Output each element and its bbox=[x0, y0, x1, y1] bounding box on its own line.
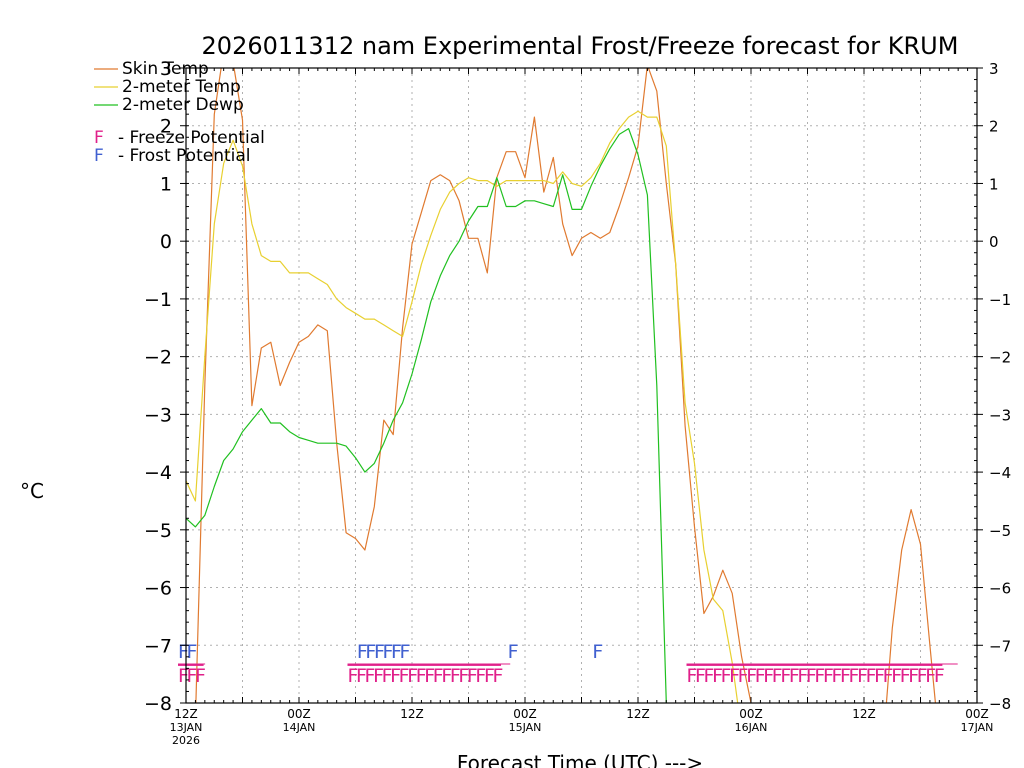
y-tick-label-right: −1 bbox=[989, 291, 1011, 309]
series-line-2-meter-dewp bbox=[186, 128, 667, 703]
grid bbox=[186, 68, 977, 703]
y-tick-label-left: 0 bbox=[160, 231, 172, 253]
y-tick-label-right: −4 bbox=[989, 464, 1011, 482]
x-tick-date: 16JAN bbox=[735, 721, 768, 734]
x-tick-date: 15JAN bbox=[509, 721, 542, 734]
y-tick-label-left: −2 bbox=[144, 347, 172, 369]
y-tick-label-left: 3 bbox=[160, 58, 172, 80]
frost-marker: F bbox=[592, 641, 602, 663]
potential-markers: FF FFFFFF F FFFF FFFFFFFFFFFFFFFFFF FFFFFFFFF… bbox=[178, 641, 958, 687]
legend-potential-marker: F bbox=[94, 146, 104, 166]
freeze-marker: FFFFFFFFFFFFFFFFFF bbox=[348, 665, 503, 687]
x-tick-date: 13JAN bbox=[170, 721, 203, 734]
y-tick-label-right: 1 bbox=[989, 175, 999, 193]
x-tick-year: 2026 bbox=[172, 734, 200, 747]
y-tick-label-left: 2 bbox=[160, 116, 172, 138]
x-tick-label: 00Z bbox=[739, 707, 763, 721]
y-tick-label-right: −7 bbox=[989, 637, 1011, 655]
x-axis-label: Forecast Time (UTC) ---> bbox=[457, 751, 703, 768]
series-line-2-meter-temp bbox=[186, 110, 739, 703]
freeze-marker: FFFFFFFFFFFFFFFFFFFFFFFFFFFFFF bbox=[687, 665, 944, 687]
y-axis-label: °C bbox=[20, 479, 44, 503]
y-tick-label-left: −8 bbox=[144, 693, 172, 715]
y-tick-label-left: −7 bbox=[144, 635, 172, 657]
frost-marker: FF bbox=[178, 641, 197, 663]
y-tick-label-right: −8 bbox=[989, 695, 1011, 713]
series-line-skin-temp bbox=[195, 68, 937, 703]
y-tick-label-right: −2 bbox=[989, 349, 1011, 367]
y-tick-label-right: 3 bbox=[989, 60, 999, 78]
y-tick-label-left: −1 bbox=[144, 289, 172, 311]
axis-ticks: 3 3 2 2 1 1 0 0 −1 −1 −2 −2 −3 −3 −4 −4 −5 −5 −6 −6 −7 −7 −8 −8… bbox=[144, 58, 1011, 747]
legend-label: 2-meter Dewp bbox=[122, 95, 244, 115]
y-tick-label-right: 2 bbox=[989, 118, 999, 136]
plot-frame bbox=[185, 67, 978, 704]
x-tick-label: 00Z bbox=[513, 707, 537, 721]
y-tick-label-left: −3 bbox=[144, 404, 172, 426]
legend-label: Skin Temp bbox=[122, 59, 209, 79]
legend-label: 2-meter Temp bbox=[122, 77, 241, 97]
y-tick-label-right: −5 bbox=[989, 522, 1011, 540]
y-tick-label-right: −3 bbox=[989, 406, 1011, 424]
y-tick-label-right: −6 bbox=[989, 580, 1011, 598]
frost-marker: FFFFFF bbox=[357, 641, 410, 663]
legend-potential-label: - Freeze Potential bbox=[118, 128, 265, 148]
legend-potential-label: - Frost Potential bbox=[118, 146, 251, 166]
x-tick-label: 00Z bbox=[965, 707, 989, 721]
y-tick-label-left: −6 bbox=[144, 578, 172, 600]
series-lines bbox=[186, 68, 937, 703]
x-tick-date: 17JAN bbox=[961, 721, 994, 734]
y-tick-label-right: 0 bbox=[989, 233, 999, 251]
y-tick-label-left: −4 bbox=[144, 462, 172, 484]
y-tick-label-left: −5 bbox=[144, 520, 172, 542]
x-tick-label: 12Z bbox=[626, 707, 650, 721]
frost-marker: F bbox=[508, 641, 518, 663]
y-tick-label-left: 1 bbox=[160, 173, 172, 195]
freeze-marker: FFF bbox=[178, 665, 205, 687]
legend-potential-marker: F bbox=[94, 128, 104, 148]
chart-title: 2026011312 nam Experimental Frost/Freeze… bbox=[202, 32, 959, 60]
x-tick-label: 12Z bbox=[852, 707, 876, 721]
x-tick-date: 14JAN bbox=[283, 721, 316, 734]
x-tick-label: 12Z bbox=[400, 707, 424, 721]
x-tick-label: 12Z bbox=[174, 707, 198, 721]
x-tick-label: 00Z bbox=[287, 707, 311, 721]
